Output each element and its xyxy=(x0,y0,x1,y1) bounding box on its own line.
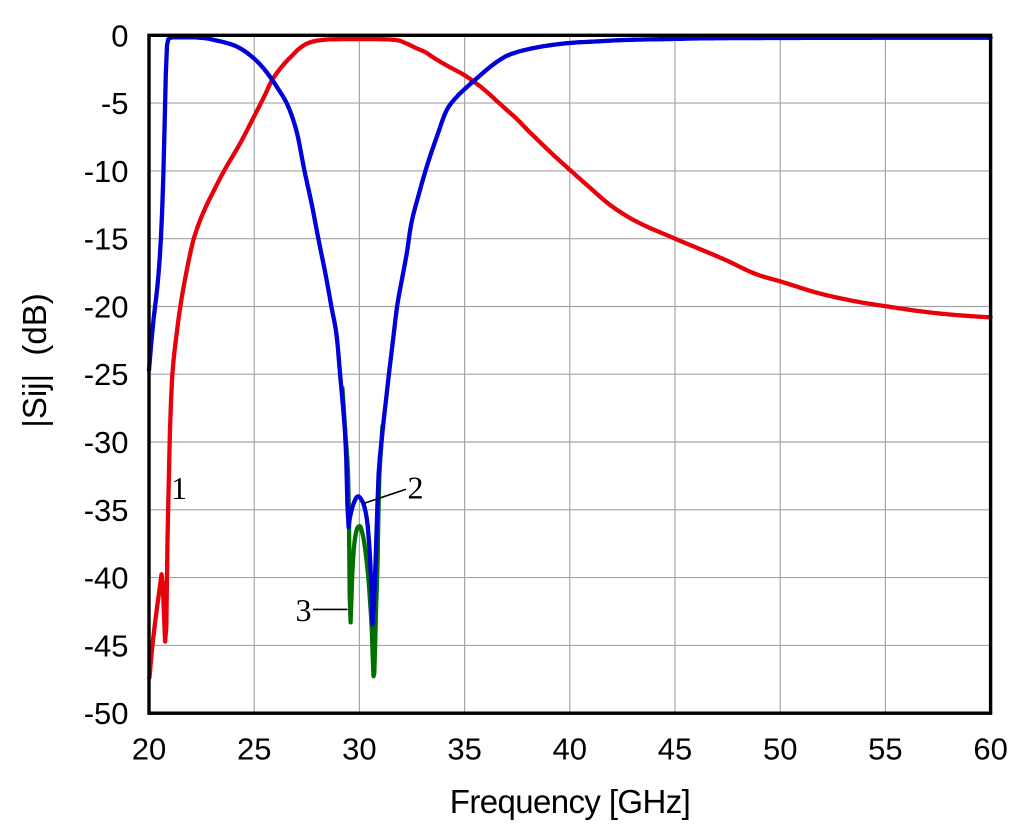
svg-text:60: 60 xyxy=(973,732,1007,767)
svg-text:-30: -30 xyxy=(84,425,129,460)
svg-text:45: 45 xyxy=(658,732,692,767)
svg-text:-25: -25 xyxy=(84,357,129,392)
svg-text:-45: -45 xyxy=(84,628,129,663)
svg-text:-40: -40 xyxy=(84,561,129,596)
svg-text:-15: -15 xyxy=(84,222,129,257)
svg-text:0: 0 xyxy=(111,18,128,53)
svg-text:1: 1 xyxy=(171,470,187,506)
svg-text:-10: -10 xyxy=(84,154,129,189)
svg-text:|Sij| (dB): |Sij| (dB) xyxy=(16,293,53,428)
svg-text:-50: -50 xyxy=(84,696,129,731)
svg-text:40: 40 xyxy=(553,732,587,767)
svg-text:-20: -20 xyxy=(84,290,129,325)
svg-text:3: 3 xyxy=(296,592,312,628)
svg-text:-35: -35 xyxy=(84,493,129,528)
svg-text:55: 55 xyxy=(868,732,902,767)
svg-text:30: 30 xyxy=(342,732,376,767)
svg-text:-5: -5 xyxy=(101,86,129,121)
svg-text:25: 25 xyxy=(237,732,271,767)
svg-text:35: 35 xyxy=(447,732,481,767)
svg-text:2: 2 xyxy=(408,470,424,506)
svg-text:50: 50 xyxy=(763,732,797,767)
svg-text:Frequency [GHz]: Frequency [GHz] xyxy=(450,783,690,820)
svg-text:20: 20 xyxy=(132,732,166,767)
